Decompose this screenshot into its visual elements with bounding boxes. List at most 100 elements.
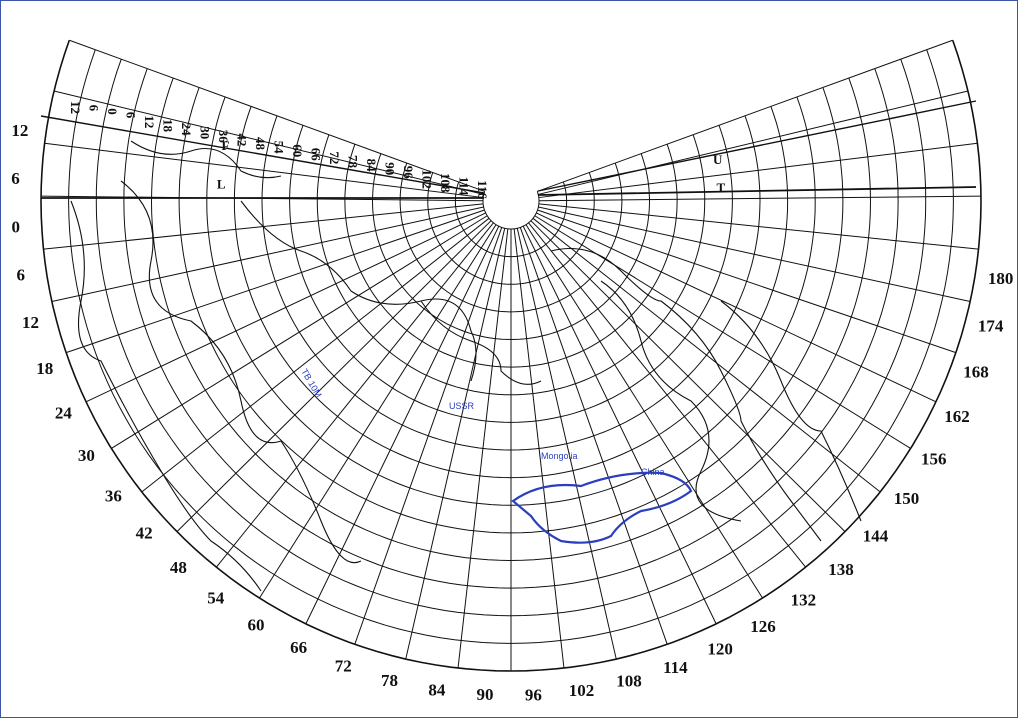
arc-label: 150	[894, 489, 920, 508]
meridian-line	[354, 227, 503, 645]
meridian-line	[141, 217, 490, 493]
arc-label: 12	[11, 121, 28, 140]
meridian-line	[513, 228, 565, 669]
meridian-line	[65, 209, 485, 354]
coastline	[550, 247, 822, 542]
meridian-line	[85, 212, 486, 403]
top-label: 24	[179, 123, 194, 137]
top-label: 12	[142, 115, 157, 128]
meridian-line	[176, 220, 492, 532]
arc-label: 30	[78, 446, 95, 465]
meridian-line	[44, 142, 484, 199]
meridian-line	[516, 228, 617, 660]
arc-label: 0	[12, 217, 21, 236]
top-label: 90	[383, 162, 398, 175]
meridian-line	[538, 195, 981, 202]
arc-label: 90	[477, 685, 494, 704]
arc-label: 102	[569, 681, 595, 700]
arc-label: 54	[207, 588, 225, 607]
arc-label: 162	[944, 407, 970, 426]
region-label: Mongolia	[541, 451, 578, 461]
top-label: 54	[272, 141, 287, 155]
highlighted-boundary	[511, 471, 693, 544]
zone-letter: U	[713, 152, 723, 167]
meridian-line	[528, 222, 807, 568]
meridian-line	[538, 206, 971, 303]
top-label: 30	[198, 126, 213, 139]
coastlines	[70, 140, 862, 592]
coastline	[600, 280, 742, 522]
arc-label: 96	[525, 685, 542, 704]
arc-label: 18	[36, 359, 53, 378]
zone-letter: F	[222, 138, 230, 153]
top-label: 116	[475, 180, 490, 199]
graticule	[40, 39, 982, 672]
top-label: 36	[216, 130, 231, 144]
coastline	[720, 300, 862, 522]
arc-label: 126	[750, 617, 776, 636]
meridian-line	[69, 39, 485, 192]
meridian-line	[536, 212, 937, 403]
fan-edge-right	[537, 100, 977, 192]
meridian-line	[53, 90, 484, 195]
meridian-line	[530, 220, 846, 532]
arc-label: 36	[105, 486, 122, 505]
arc-label: 132	[791, 591, 817, 610]
meridian-line	[537, 209, 957, 354]
top-label: 114	[457, 177, 472, 196]
arc-label: 24	[55, 404, 73, 423]
top-label: 6	[124, 112, 139, 119]
top-label: 6	[87, 105, 102, 112]
top-label: 108	[438, 173, 453, 193]
meridian-line	[405, 228, 506, 660]
arc-label: 174	[978, 316, 1004, 335]
meridian-line	[519, 227, 668, 645]
coastline	[240, 200, 477, 382]
meridian-line	[215, 222, 494, 568]
top-label: 72	[327, 151, 342, 164]
zone-letter: T	[716, 180, 725, 195]
top-label: 66	[309, 148, 324, 162]
meridian-line	[537, 39, 953, 192]
arc-label: 72	[335, 657, 352, 676]
zero-line-right	[537, 186, 977, 196]
arc-label: 108	[616, 672, 642, 691]
region-label: China	[641, 467, 665, 477]
arc-label: 48	[170, 558, 187, 577]
meridian-line	[111, 215, 488, 449]
meridian-line	[457, 228, 509, 669]
arc-label: 138	[828, 560, 854, 579]
arc-label: 66	[290, 638, 307, 657]
arc-label: 180	[988, 269, 1014, 288]
top-label: 48	[253, 137, 268, 151]
top-label: 84	[364, 159, 379, 173]
top-label: 102	[420, 169, 435, 189]
arc-label: 6	[17, 265, 26, 284]
top-label: 0	[105, 108, 120, 115]
meridian-line	[538, 203, 979, 250]
arc-label: 144	[863, 526, 889, 545]
region-boundary	[511, 471, 693, 544]
arc-label: 42	[136, 524, 153, 543]
arc-label: 156	[921, 449, 947, 468]
region-label: USSR	[449, 401, 475, 411]
meridian-line	[259, 224, 497, 599]
meridian-line	[534, 215, 911, 449]
top-label: 18	[161, 119, 176, 133]
arc-label: 84	[428, 680, 446, 699]
zone-letter: L	[217, 177, 226, 192]
meridian-line	[525, 224, 763, 599]
arc-label: 6	[11, 169, 20, 188]
arc-label: 120	[707, 640, 733, 659]
coastline	[420, 300, 542, 385]
arc-label: 114	[663, 658, 688, 677]
arc-label: 60	[247, 615, 264, 634]
meridian-line	[522, 225, 717, 625]
meridian-line	[538, 142, 978, 199]
meridian-line	[51, 206, 484, 303]
meridian-line	[305, 225, 500, 625]
top-label: 78	[346, 155, 361, 169]
